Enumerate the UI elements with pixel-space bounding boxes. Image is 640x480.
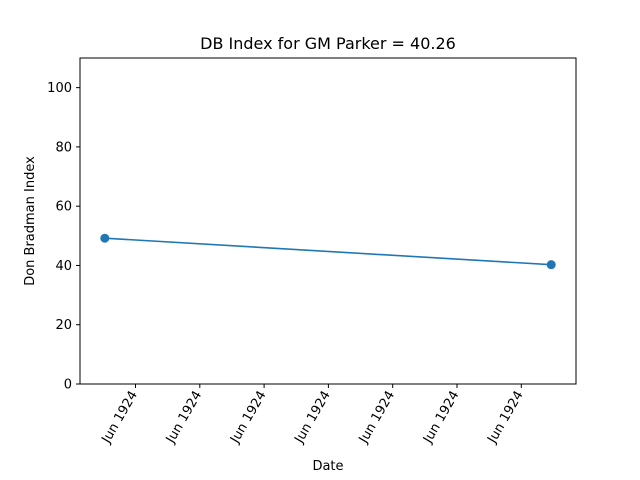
y-tick-label: 100 [47, 81, 72, 96]
plot-frame [79, 57, 577, 385]
y-tick-label: 60 [55, 200, 72, 215]
y-tick-label: 20 [55, 318, 72, 333]
x-axis-label: Date [312, 459, 343, 474]
series-line [104, 237, 552, 266]
x-tick-label: Jun 1924 [163, 389, 205, 447]
x-tick-label: Jun 1924 [227, 389, 269, 447]
x-tick-label: Jun 1924 [356, 389, 398, 447]
x-axis: Jun 1924 Jun 1924 Jun 1924 Jun 1924 Jun 1924… [99, 384, 527, 447]
y-tick-label: 0 [64, 378, 72, 393]
y-axis-label: Don Bradman Index [23, 156, 38, 286]
chart-title: DB Index for GM Parker = 40.26 [200, 34, 456, 53]
series-layer [100, 233, 556, 270]
y-tick-label: 80 [55, 140, 72, 155]
x-tick-label: Jun 1924 [485, 389, 527, 447]
y-axis: 0 20 40 60 80 100 [47, 81, 80, 393]
y-tick-label: 40 [55, 259, 72, 274]
data-point [546, 260, 556, 270]
x-tick-label: Jun 1924 [99, 389, 141, 447]
x-tick-label: Jun 1924 [292, 389, 334, 447]
x-tick-label: Jun 1924 [420, 389, 462, 447]
data-point [100, 233, 110, 243]
